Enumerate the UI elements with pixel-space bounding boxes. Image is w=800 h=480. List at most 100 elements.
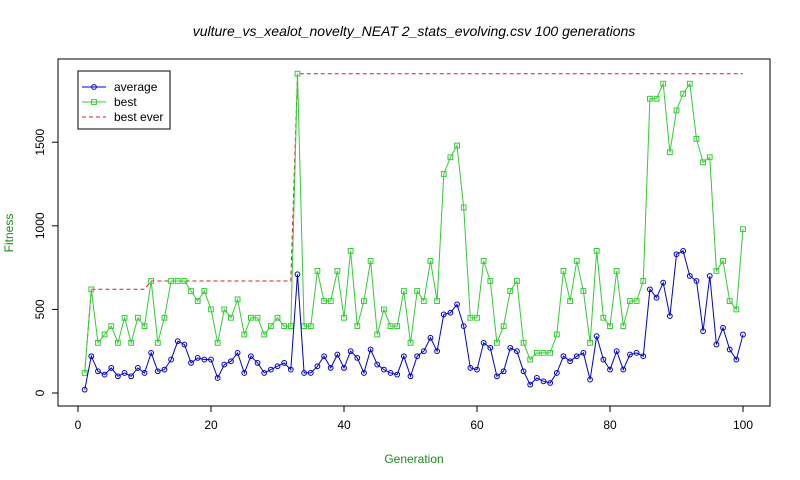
data-point-best	[307, 323, 314, 330]
data-point-best	[228, 314, 234, 321]
data-point-average	[168, 356, 175, 363]
data-point-average	[700, 328, 706, 335]
data-point-best	[327, 298, 334, 304]
data-point-average	[527, 381, 534, 388]
data-point-best	[467, 314, 474, 321]
data-point-average	[414, 353, 421, 360]
data-point-average	[640, 353, 647, 360]
data-point-average	[321, 353, 327, 360]
data-point-average	[514, 348, 520, 355]
data-point-best	[367, 258, 374, 264]
data-point-best	[447, 154, 454, 161]
data-point-average	[693, 278, 700, 284]
data-point-best	[633, 298, 640, 304]
legend-label-best-ever: best ever	[114, 110, 163, 124]
data-point-best	[168, 278, 174, 284]
data-point-average	[400, 353, 407, 360]
data-point-average	[208, 356, 214, 363]
legend-label-best: best	[114, 95, 137, 109]
legend-label-average: average	[114, 80, 158, 94]
data-point-best	[660, 80, 667, 87]
data-point-average	[121, 370, 128, 376]
data-point-average	[680, 247, 687, 254]
data-point-average	[553, 370, 560, 376]
data-point-best	[686, 80, 693, 87]
data-point-average	[221, 361, 228, 368]
data-point-best	[533, 349, 540, 356]
data-point-best	[234, 296, 241, 303]
data-point-average	[381, 366, 387, 373]
data-point-best	[248, 314, 254, 321]
data-point-best	[108, 323, 115, 330]
data-point-best	[573, 258, 580, 264]
data-point-average	[660, 279, 667, 286]
data-point-average	[281, 360, 288, 366]
data-point-best	[620, 323, 627, 330]
data-point-average	[115, 373, 121, 380]
series-layer	[81, 70, 746, 393]
data-point-average	[101, 371, 108, 378]
data-point-average	[507, 344, 514, 351]
data-point-best	[115, 339, 121, 346]
data-point-average	[307, 370, 314, 376]
data-point-best	[494, 339, 500, 346]
data-point-best	[627, 298, 633, 304]
data-point-best	[514, 278, 520, 284]
data-point-average	[726, 346, 733, 353]
data-point-best	[460, 204, 467, 211]
data-point-best	[420, 298, 427, 304]
data-point-average	[420, 348, 427, 355]
data-point-best	[700, 159, 707, 166]
data-point-best	[221, 306, 228, 313]
y-tick-label: 500	[33, 299, 47, 319]
data-point-best	[148, 278, 155, 284]
data-point-average	[647, 286, 653, 293]
data-point-average	[427, 334, 434, 341]
data-point-average	[653, 294, 660, 301]
data-point-average	[533, 375, 540, 381]
chart-title: vulture_vs_xealot_novelty_NEAT 2_stats_e…	[193, 23, 636, 39]
data-point-average	[108, 365, 115, 371]
x-axis: 0 20 40 60 80 100	[75, 406, 753, 432]
data-point-best	[607, 323, 613, 330]
data-point-best	[381, 306, 387, 313]
data-point-average	[434, 348, 441, 355]
data-point-best	[520, 339, 527, 346]
data-point-average	[706, 273, 713, 279]
data-point-best	[161, 314, 168, 321]
data-point-average	[81, 386, 88, 393]
data-point-best	[341, 314, 347, 321]
data-point-best	[560, 268, 567, 274]
data-point-best	[567, 298, 574, 304]
data-point-best	[387, 323, 394, 330]
data-point-average	[234, 349, 241, 356]
data-point-best	[553, 331, 560, 338]
data-point-average	[248, 353, 254, 360]
data-point-best	[394, 323, 401, 330]
data-point-average	[713, 341, 720, 348]
x-tick-label: 40	[337, 418, 351, 432]
data-point-best	[673, 107, 680, 114]
data-point-average	[188, 360, 194, 366]
y-axis-label: Fitness	[2, 214, 16, 253]
data-point-best	[321, 298, 327, 304]
data-point-average	[148, 349, 155, 356]
data-point-average	[500, 368, 507, 375]
data-point-average	[128, 373, 135, 380]
data-point-best	[613, 268, 620, 274]
data-point-best	[208, 306, 214, 313]
data-point-average	[367, 346, 374, 353]
legend-marker-best	[91, 99, 97, 105]
data-point-best	[294, 70, 301, 77]
data-point-average	[460, 323, 467, 330]
data-point-best	[680, 90, 687, 97]
data-point-average	[454, 301, 460, 308]
data-point-best	[487, 278, 494, 284]
data-point-average	[174, 338, 181, 345]
data-point-best	[400, 288, 407, 294]
data-point-average	[374, 361, 381, 368]
data-point-best	[374, 331, 381, 338]
x-axis-label: Generation	[384, 452, 443, 466]
data-point-average	[361, 370, 367, 376]
